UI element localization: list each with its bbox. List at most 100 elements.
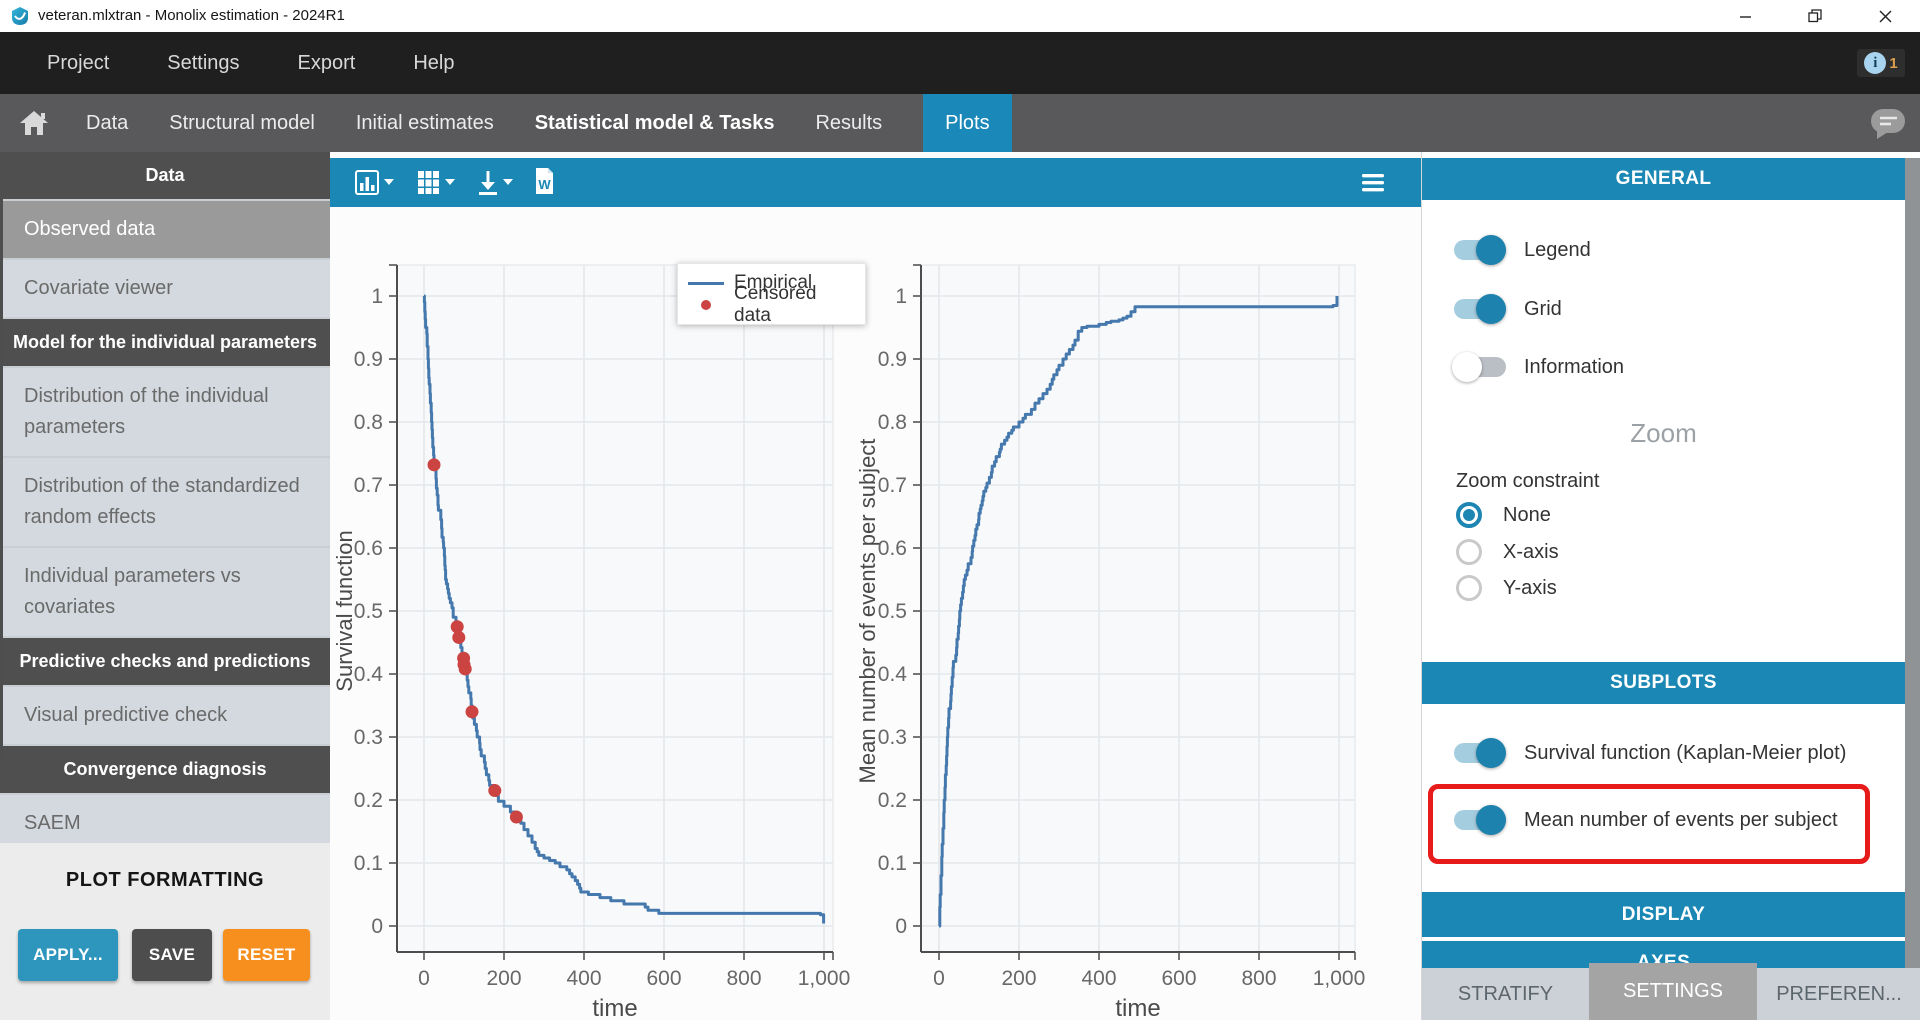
menu-icon[interactable]: [1362, 174, 1384, 192]
sidebar-scrollbar[interactable]: [0, 197, 3, 757]
sidebar-item-individual-parameters-vs-covariates[interactable]: Individual parameters vs covariates: [0, 548, 330, 636]
svg-text:0.6: 0.6: [878, 537, 907, 560]
sidebar-item-visual-predictive-check[interactable]: Visual predictive check: [0, 687, 330, 744]
layout-caret-icon[interactable]: [445, 179, 455, 185]
menu-settings[interactable]: Settings: [167, 52, 240, 74]
nav-bar: Data Structural model Initial estimates Sta…: [0, 94, 1920, 152]
display-section-header: DISPLAY: [1422, 892, 1905, 937]
svg-text:600: 600: [646, 967, 681, 990]
plot-type-icon[interactable]: [355, 170, 379, 195]
settings-panel: GENERAL Legend Grid Information Zoom Zoom …: [1421, 152, 1920, 1020]
notification-badge[interactable]: i 1: [1857, 49, 1905, 77]
svg-text:0.5: 0.5: [354, 600, 383, 623]
sidebar-item-saem[interactable]: SAEM: [0, 795, 330, 843]
mean-number-of-events-per-subject-toggle[interactable]: [1454, 805, 1506, 835]
information-toggle[interactable]: [1452, 352, 1506, 382]
settings-scrollbar[interactable]: [1905, 158, 1920, 968]
svg-text:0: 0: [418, 967, 430, 990]
svg-text:0.2: 0.2: [354, 789, 383, 812]
svg-text:0.5: 0.5: [878, 600, 907, 623]
layout-grid-icon[interactable]: [418, 171, 439, 194]
home-icon[interactable]: [18, 108, 50, 138]
x-axis-radio[interactable]: [1456, 539, 1482, 565]
svg-text:time: time: [1115, 995, 1160, 1020]
toggle-knob: [1476, 738, 1506, 768]
toggle-row-information: Information: [1422, 352, 1892, 382]
word-export-icon[interactable]: W: [536, 168, 553, 194]
radio-label: Y-axis: [1503, 577, 1557, 599]
radio-dot: [1463, 509, 1475, 521]
tab-plots[interactable]: Plots: [923, 94, 1012, 152]
svg-text:1: 1: [895, 285, 907, 308]
svg-text:0.1: 0.1: [878, 852, 907, 875]
svg-text:0: 0: [933, 967, 945, 990]
svg-text:0.4: 0.4: [878, 663, 908, 686]
radio-row-none: None: [1422, 501, 1892, 529]
maximize-button[interactable]: [1780, 0, 1850, 32]
download-caret-icon[interactable]: [503, 179, 513, 185]
plot-list-sidebar: Data Observed data Covariate viewer Model f…: [0, 152, 330, 1020]
download-icon[interactable]: [479, 171, 497, 195]
menu-project[interactable]: Project: [47, 52, 110, 74]
none-radio[interactable]: [1456, 502, 1482, 528]
sidebar-item-observed-data[interactable]: Observed data: [0, 201, 330, 258]
reset-button[interactable]: RESET: [223, 929, 310, 981]
highlight-annotation-box: [1428, 784, 1870, 864]
svg-text:W: W: [538, 177, 551, 192]
toggle-row-survival-function-kaplan-meier-plot: Survival function (Kaplan-Meier plot): [1422, 738, 1892, 768]
panel-tab-preferen[interactable]: PREFEREN...: [1757, 968, 1920, 1020]
radio-row-y-axis: Y-axis: [1422, 574, 1892, 602]
tab-results[interactable]: Results: [815, 112, 883, 134]
svg-text:800: 800: [726, 967, 761, 990]
chat-bubble-icon[interactable]: [1868, 106, 1908, 140]
menu-help[interactable]: Help: [413, 52, 455, 74]
survival-function-kaplan-meier-plot-toggle[interactable]: [1454, 738, 1506, 768]
tab-initial-estimates[interactable]: Initial estimates: [355, 112, 494, 134]
svg-text:0.9: 0.9: [878, 348, 907, 371]
subplot-mean-number-of-events-per-subject: 0 0.1 0.2 0.3 0.4 0.5 0.6 0.7 0.8 0.9 1 0 200 400 600 8…: [855, 264, 1365, 1020]
sidebar-item-distribution-of-the-standardized-random-effects[interactable]: Distribution of the standardized random …: [0, 458, 330, 546]
toggle-knob: [1452, 352, 1482, 382]
legend-dot-swatch: [701, 300, 711, 310]
apply-button[interactable]: APPLY...: [18, 929, 118, 981]
svg-text:0.2: 0.2: [878, 789, 907, 812]
sidebar-item-covariate-viewer[interactable]: Covariate viewer: [0, 260, 330, 317]
sidebar-item-distribution-of-the-individual-parameters[interactable]: Distribution of the individual parameter…: [0, 368, 330, 456]
menu-export[interactable]: Export: [297, 52, 356, 74]
toggle-label: Mean number of events per subject: [1524, 809, 1838, 831]
svg-text:1,000: 1,000: [798, 967, 851, 990]
plot-formatting-title: PLOT FORMATTING: [65, 869, 265, 891]
grid-toggle[interactable]: [1454, 294, 1506, 324]
app-logo-icon: [12, 7, 28, 25]
plot-toolbar: W: [330, 158, 1421, 207]
survival-charts: 0 0.1 0.2 0.3 0.4 0.5 0.6 0.7 0.8 0.9 1 0 200 400 600 8…: [332, 264, 1365, 1020]
close-button[interactable]: [1850, 0, 1920, 32]
tab-data[interactable]: Data: [86, 112, 129, 134]
toggle-row-mean-number-of-events-per-subject: Mean number of events per subject: [1422, 805, 1892, 835]
save-button[interactable]: SAVE: [132, 929, 212, 981]
toggle-knob: [1476, 805, 1506, 835]
panel-tab-settings[interactable]: SETTINGS: [1589, 963, 1757, 1020]
general-section-header: GENERAL: [1422, 158, 1905, 200]
svg-text:0.8: 0.8: [354, 411, 383, 434]
y-axis-radio[interactable]: [1456, 575, 1482, 601]
tab-structural-model[interactable]: Structural model: [169, 112, 315, 134]
svg-text:0.9: 0.9: [354, 348, 383, 371]
legend-label: Empirical: [734, 272, 813, 293]
plot-type-caret-icon[interactable]: [384, 179, 394, 185]
subplots-section-header: SUBPLOTS: [1422, 662, 1905, 704]
svg-text:0.8: 0.8: [878, 411, 907, 434]
window-controls: [1710, 0, 1920, 32]
svg-text:0.1: 0.1: [354, 852, 383, 875]
minimize-button[interactable]: [1710, 0, 1780, 32]
panel-tab-stratify[interactable]: STRATIFY: [1422, 968, 1589, 1020]
toggle-label: Information: [1524, 356, 1625, 378]
legend-toggle[interactable]: [1454, 235, 1506, 265]
toggle-label: Survival function (Kaplan-Meier plot): [1524, 742, 1847, 764]
svg-text:200: 200: [1001, 967, 1036, 990]
svg-text:800: 800: [1241, 967, 1276, 990]
tab-statistical-model-tasks[interactable]: Statistical model & Tasks: [534, 112, 775, 134]
minimize-icon: [1739, 15, 1751, 18]
plot-formatting-panel: PLOT FORMATTING APPLY... SAVE RESET: [0, 843, 330, 1020]
